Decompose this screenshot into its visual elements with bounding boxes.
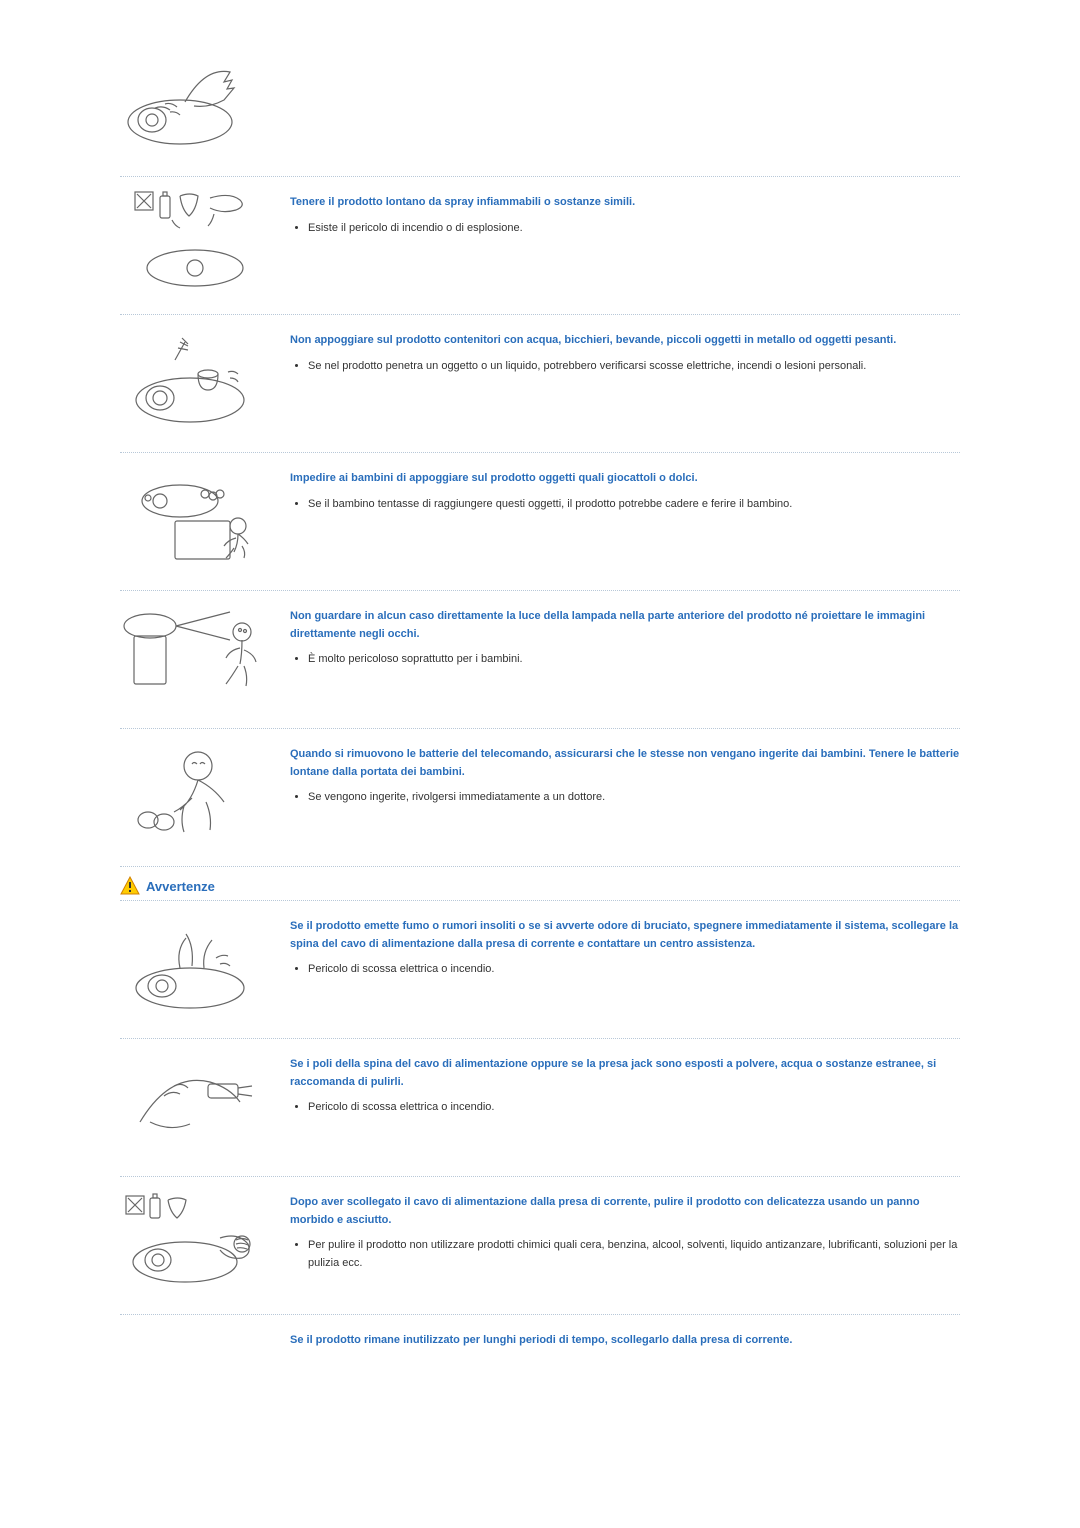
- safety-bullet: È molto pericoloso soprattutto per i bam…: [308, 651, 960, 669]
- text-block-empty: [290, 52, 960, 56]
- caution-item-long-periods: Se il prodotto rimane inutilizzato per l…: [120, 1316, 960, 1358]
- text-block: Non guardare in alcun caso direttamente …: [290, 604, 960, 673]
- safety-title: Se il prodotto emette fumo o rumori inso…: [290, 918, 960, 953]
- safety-title: Quando si rimuovono le batterie del tele…: [290, 746, 960, 781]
- caution-item-plug-pins: Se i poli della spina del cavo di alimen…: [120, 1040, 960, 1176]
- text-block: Non appoggiare sul prodotto contenitori …: [290, 328, 960, 379]
- heading-avvertenze: Avvertenze: [120, 868, 960, 900]
- text-block: Tenere il prodotto lontano da spray infi…: [290, 190, 960, 241]
- safety-title: Se i poli della spina del cavo di alimen…: [290, 1056, 960, 1091]
- heading-text: Avvertenze: [146, 879, 215, 894]
- title-post: .: [752, 938, 755, 950]
- illus-smoke: [120, 914, 270, 1014]
- illus-hand-projector: [120, 52, 270, 152]
- text-block: Impedire ai bambini di appoggiare sul pr…: [290, 466, 960, 517]
- illus-batteries-child: [120, 742, 270, 842]
- safety-bullet: Per pulire il prodotto non utilizzare pr…: [308, 1237, 960, 1272]
- safety-item-spray: Tenere il prodotto lontano da spray infi…: [120, 178, 960, 314]
- safety-title: Non guardare in alcun caso direttamente …: [290, 608, 960, 643]
- safety-bullet: Esiste il pericolo di incendio o di espl…: [308, 220, 960, 238]
- illus-spray: [120, 190, 270, 290]
- safety-item-lamp-eyes: Non guardare in alcun caso direttamente …: [120, 592, 960, 728]
- safety-title: Dopo aver scollegato il cavo di alimenta…: [290, 1194, 960, 1229]
- safety-bullet: Pericolo di scossa elettrica o incendio.: [308, 961, 960, 979]
- text-block: Dopo aver scollegato il cavo di alimenta…: [290, 1190, 960, 1276]
- caution-item-smoke: Se il prodotto emette fumo o rumori inso…: [120, 902, 960, 1038]
- text-block: Se il prodotto emette fumo o rumori inso…: [290, 914, 960, 983]
- text-block: Quando si rimuovono le batterie del tele…: [290, 742, 960, 811]
- safety-title: Non appoggiare sul prodotto contenitori …: [290, 332, 960, 350]
- safety-title: Se il prodotto rimane inutilizzato per l…: [290, 1332, 960, 1350]
- safety-item-children-toys: Impedire ai bambini di appoggiare sul pr…: [120, 454, 960, 590]
- text-block: Se i poli della spina del cavo di alimen…: [290, 1052, 960, 1121]
- safety-bullet: Se vengono ingerite, rivolgersi immediat…: [308, 789, 960, 807]
- safety-item-liquids: Non appoggiare sul prodotto contenitori …: [120, 316, 960, 452]
- caution-item-clean: Dopo aver scollegato il cavo di alimenta…: [120, 1178, 960, 1314]
- safety-title: Tenere il prodotto lontano da spray infi…: [290, 194, 960, 212]
- safety-item-batteries: Quando si rimuovono le batterie del tele…: [120, 730, 960, 866]
- illus-children-toys: [120, 466, 270, 566]
- service-center-link[interactable]: centro assistenza: [660, 938, 752, 950]
- safety-bullet: Se nel prodotto penetra un oggetto o un …: [308, 358, 960, 376]
- title-pre: Se il prodotto emette fumo o rumori inso…: [290, 920, 958, 950]
- safety-item-hand: [120, 40, 960, 176]
- illus-plug-pins: [120, 1052, 270, 1152]
- safety-bullet: Pericolo di scossa elettrica o incendio.: [308, 1099, 960, 1117]
- illus-clean-cloth: [120, 1190, 270, 1290]
- illus-lamp-eyes: [120, 604, 270, 704]
- safety-bullet: Se il bambino tentasse di raggiungere qu…: [308, 496, 960, 514]
- text-block: Se il prodotto rimane inutilizzato per l…: [290, 1328, 960, 1358]
- warning-icon: [120, 876, 140, 896]
- illus-liquids: [120, 328, 270, 428]
- safety-title: Impedire ai bambini di appoggiare sul pr…: [290, 470, 960, 488]
